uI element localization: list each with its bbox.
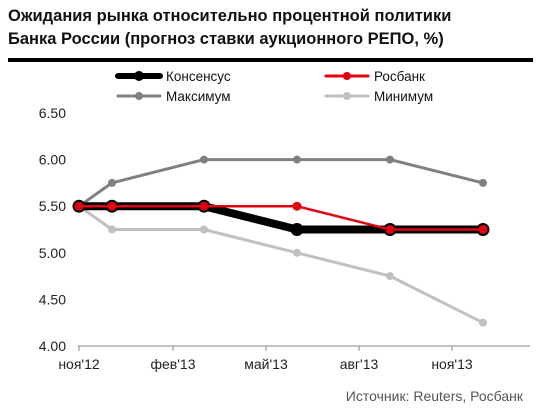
x-tick-label: май'13 [244, 356, 288, 372]
chart-title-line-1: Ожидания рынка относительно процентной п… [8, 7, 452, 25]
series-layer [72, 155, 490, 327]
data-point [290, 223, 304, 236]
x-tick-label: авг'13 [340, 356, 379, 372]
data-point [479, 178, 487, 187]
chart-title-line-2: Банка России (прогноз ставки аукционного… [8, 30, 444, 48]
series-Минимум [75, 202, 487, 327]
data-point [385, 225, 395, 234]
data-point [108, 225, 116, 234]
data-point [200, 155, 208, 164]
legend-swatch-marker [343, 92, 351, 100]
data-point [107, 201, 117, 211]
legend-swatch-marker [343, 72, 351, 80]
data-point [74, 201, 84, 211]
y-tick-label: 5.00 [39, 245, 66, 261]
y-tick-label: 4.50 [39, 291, 66, 307]
data-point [293, 155, 301, 164]
x-tick-label: фев'13 [151, 356, 196, 372]
title-underline [8, 58, 533, 62]
series-Максимум [75, 155, 487, 211]
data-point [386, 272, 394, 281]
series-Росбанк [74, 201, 488, 234]
data-point [479, 318, 487, 327]
data-point [292, 201, 302, 211]
legend-entry: Консенсус [115, 69, 231, 84]
chart-axes: 4.00 4.50 5.00 5.50 6.00 6.50 ноя'12 фев'13 май'… [39, 105, 530, 372]
series-line [75, 202, 487, 234]
legend-label: Минимум [374, 89, 433, 104]
legend-label: Консенсус [166, 69, 231, 84]
data-point [200, 225, 208, 234]
source-note: Источник: Reuters, Росбанк [345, 388, 523, 404]
legend-entry: Минимум [324, 89, 433, 104]
x-tick-label: ноя'12 [58, 356, 100, 372]
legend-swatch-marker [135, 92, 143, 100]
series-line [77, 158, 485, 208]
legend: Консенсус Росбанк Максимум Минимум [115, 69, 433, 104]
legend-label: Росбанк [374, 69, 425, 84]
series-line [77, 204, 485, 231]
chart-title: Ожидания рынка относительно процентной п… [8, 5, 533, 51]
y-tick-label: 5.50 [39, 198, 66, 214]
data-point [293, 248, 301, 257]
legend-swatch-marker [134, 71, 144, 81]
data-point [386, 155, 394, 164]
y-tick-label: 4.00 [39, 338, 66, 354]
y-tick-label: 6.00 [39, 152, 66, 168]
legend-entry: Максимум [116, 89, 231, 104]
x-tick-label: ноя'13 [431, 356, 473, 372]
y-tick-label: 6.50 [39, 105, 66, 121]
series-line [77, 204, 485, 325]
legend-label: Максимум [166, 89, 231, 104]
data-point [199, 201, 209, 211]
legend-entry: Росбанк [324, 69, 425, 84]
data-point [478, 225, 488, 234]
data-point [108, 178, 116, 187]
